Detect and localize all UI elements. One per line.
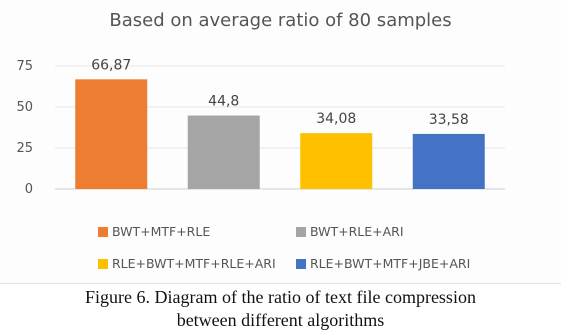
- figure-caption: Figure 6. Diagram of the ratio of text f…: [0, 286, 561, 332]
- legend-swatch: [98, 258, 108, 269]
- legend-swatch: [296, 258, 306, 269]
- data-label-4: 33,58: [429, 112, 469, 128]
- bar-chart: 0 25 50 75 66,87 44,8 34,08 33,58: [16, 57, 505, 197]
- caption-line-1: Figure 6. Diagram of the ratio of text f…: [85, 287, 476, 307]
- data-label-2: 44,8: [208, 94, 239, 110]
- legend-label: RLE+BWT+MTF+JBE+ARI: [310, 256, 471, 271]
- data-label-3: 34,08: [316, 111, 356, 127]
- legend-item-1: BWT+MTF+RLE: [98, 224, 210, 239]
- bars: [75, 79, 485, 189]
- legend-item-2: BWT+RLE+ARI: [296, 224, 404, 239]
- legend-label: BWT+MTF+RLE: [112, 224, 211, 239]
- y-tick-label: 75: [16, 59, 33, 74]
- y-tick-label: 50: [16, 100, 33, 115]
- y-tick-label: 0: [25, 182, 33, 197]
- bar-1: [75, 79, 148, 189]
- legend-item-4: RLE+BWT+MTF+JBE+ARI: [296, 256, 470, 271]
- data-label-1: 66,87: [91, 57, 131, 73]
- bar-2: [187, 115, 260, 189]
- bar-3: [300, 133, 373, 189]
- legend-label: RLE+BWT+MTF+RLE+ARI: [112, 256, 276, 271]
- legend-swatch: [98, 226, 108, 237]
- legend-label: BWT+RLE+ARI: [310, 224, 404, 239]
- caption-line-2: between different algorithms: [176, 310, 385, 330]
- data-labels: 66,87 44,8 34,08 33,58: [91, 57, 469, 128]
- chart-title: Based on average ratio of 80 samples: [109, 10, 452, 31]
- legend-swatch: [296, 226, 306, 237]
- y-axis-ticks: 0 25 50 75: [16, 59, 33, 197]
- legend-item-3: RLE+BWT+MTF+RLE+ARI: [98, 256, 276, 271]
- bar-4: [412, 133, 485, 189]
- y-tick-label: 25: [16, 141, 33, 156]
- chart-panel: 0 25 50 75 66,87 44,8 34,08 33,58 Based on ave…: [0, 10, 561, 284]
